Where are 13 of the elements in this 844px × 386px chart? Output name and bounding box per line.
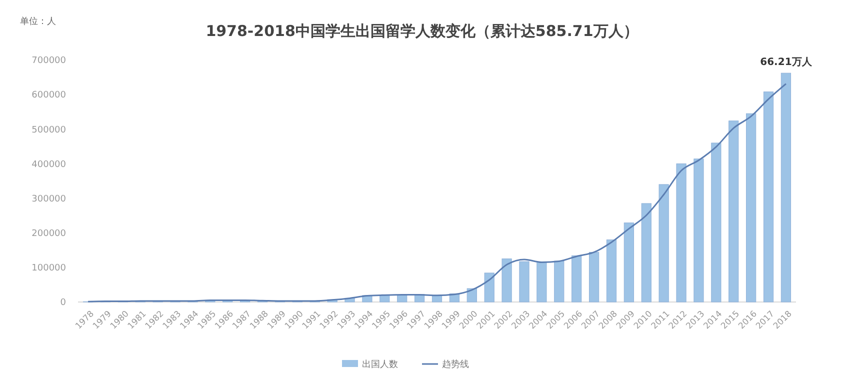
y-tick-label: 200000 (32, 229, 66, 240)
y-tick-label: 0 (60, 298, 66, 308)
y-tick-label: 400000 (32, 160, 66, 170)
y-tick-label: 300000 (32, 194, 66, 204)
annotation: 66.21万人 (760, 56, 813, 68)
y-tick-label: 500000 (32, 125, 66, 136)
legend-label: 出国人数 (362, 359, 398, 370)
y-tick-label: 700000 (32, 56, 66, 66)
chart-title: 1978-2018中国学生出国留学人数变化（累计达585.71万人） (206, 22, 638, 40)
y-tick-label: 600000 (32, 90, 66, 101)
legend-label: 趋势线 (442, 359, 469, 370)
y-tick-label: 100000 (32, 264, 66, 274)
text: 单位：人 (20, 16, 56, 27)
